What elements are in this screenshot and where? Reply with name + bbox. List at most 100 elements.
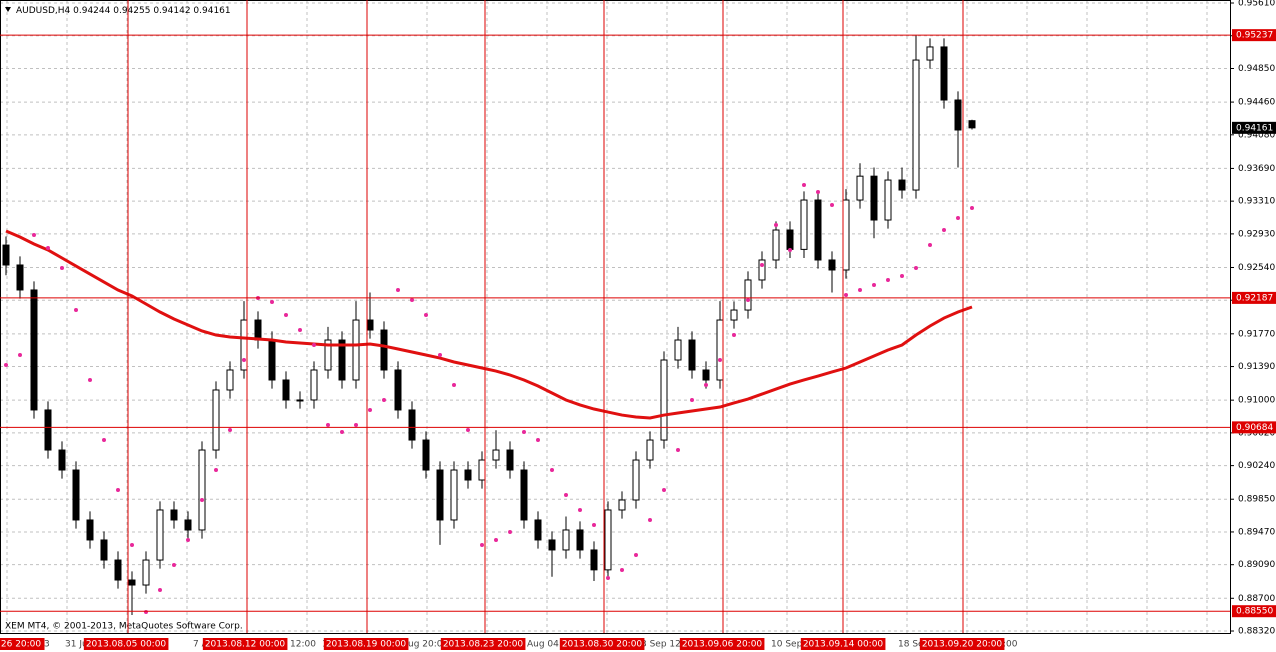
- v-line-label-box: [800, 638, 886, 650]
- sar-dot: [606, 576, 610, 581]
- y-tick-label: 0.93690: [1238, 164, 1275, 174]
- candle-body: [674, 339, 682, 361]
- sar-dot: [186, 537, 190, 542]
- sar-dot: [32, 233, 36, 238]
- y-tick-label: 0.92540: [1238, 263, 1275, 273]
- sar-dot: [228, 428, 232, 433]
- candle-body: [268, 339, 276, 381]
- candle-body: [688, 339, 696, 371]
- candle-body: [716, 319, 724, 381]
- candle-body: [310, 369, 318, 401]
- sar-dot: [172, 563, 176, 568]
- candle-body: [212, 389, 220, 451]
- menu-icon[interactable]: [5, 7, 11, 12]
- sar-dot: [158, 588, 162, 593]
- v-line-label: 2013.08.23 20:00: [443, 640, 524, 650]
- candle-body: [772, 229, 780, 261]
- candle-body: [562, 529, 570, 551]
- sar-dot: [522, 430, 526, 435]
- candle-body: [842, 199, 850, 271]
- candle-body: [254, 319, 262, 341]
- sar-dot: [326, 423, 330, 428]
- candle-body: [534, 519, 542, 541]
- sar-dot: [816, 190, 820, 195]
- h-line-label: 0.88550: [1236, 607, 1273, 617]
- y-tick-label: 0.94080: [1238, 130, 1275, 140]
- candle-body: [800, 199, 808, 250]
- sar-dot: [564, 492, 568, 497]
- sar-dot: [214, 468, 218, 473]
- x-tick-label: ug 20:00: [408, 640, 448, 650]
- sar-dot: [382, 397, 386, 402]
- y-tick-label: 0.95610: [1238, 0, 1275, 9]
- y-tick-label: 0.94850: [1238, 64, 1275, 74]
- sar-dot: [340, 430, 344, 435]
- candle-body: [646, 439, 654, 461]
- v-line-label-box: [679, 638, 765, 650]
- x-tick-label: 3 Sep 12:: [641, 640, 684, 650]
- x-tick-label: 12:00: [290, 640, 316, 650]
- sar-dot: [690, 397, 694, 402]
- candle-body: [968, 120, 976, 129]
- chart-header: AUDUSD,H4 0.94244 0.94255 0.94142 0.9416…: [16, 6, 231, 16]
- candle-body: [2, 244, 10, 266]
- candle-body: [926, 46, 934, 61]
- candle-body: [226, 369, 234, 391]
- sar-dot: [102, 438, 106, 443]
- candle-body: [604, 509, 612, 571]
- sar-dot: [46, 246, 50, 251]
- candle-body: [114, 559, 122, 581]
- sar-dot: [956, 216, 960, 221]
- sar-dot: [872, 282, 876, 287]
- sar-dot: [410, 298, 414, 303]
- sar-dot: [760, 262, 764, 267]
- sar-dot: [438, 353, 442, 358]
- v-line-label-box: [323, 638, 409, 650]
- last-low: 0.94142: [153, 6, 190, 16]
- candle-body: [548, 539, 556, 551]
- sar-dot: [970, 206, 974, 211]
- x-tick-label: 31 Ju: [65, 640, 88, 650]
- sar-dot: [704, 382, 708, 387]
- sar-dot: [928, 242, 932, 247]
- candle-body: [282, 379, 290, 401]
- sar-dot: [942, 228, 946, 233]
- sar-dot: [312, 343, 316, 348]
- sar-dot: [200, 497, 204, 502]
- symbol: AUDUSD,H4: [16, 6, 71, 16]
- sar-dot: [732, 333, 736, 338]
- sar-dot: [116, 487, 120, 492]
- y-tick-label: 0.90620: [1238, 428, 1275, 438]
- x-tick-label: 10 Sep: [771, 640, 803, 650]
- bid-label-box: [1232, 121, 1276, 134]
- sar-dot: [298, 328, 302, 333]
- candle-body: [422, 439, 430, 471]
- h-line-label: 0.92187: [1236, 293, 1273, 303]
- sar-dot: [284, 313, 288, 318]
- candle-body: [520, 469, 528, 521]
- candle-body: [324, 339, 332, 371]
- candle-body: [436, 469, 444, 521]
- candle-body: [58, 449, 66, 471]
- v-line-label: 2013.08.05 00:00: [86, 640, 167, 650]
- candle-body: [730, 309, 738, 321]
- candle-body: [394, 369, 402, 411]
- candle-body: [100, 539, 108, 561]
- sar-dot: [4, 363, 8, 368]
- y-tick-label: 0.91770: [1238, 329, 1275, 339]
- y-tick-label: 0.88700: [1238, 594, 1275, 604]
- v-line-label: 2013.09.06 20:00: [682, 640, 763, 650]
- h-line-label-box: [1232, 291, 1276, 304]
- candle-body: [744, 279, 752, 311]
- y-tick-label: 0.92930: [1238, 229, 1275, 239]
- candle-body: [128, 579, 136, 586]
- sar-dot: [424, 313, 428, 318]
- sar-dot: [676, 448, 680, 453]
- candle-body: [940, 46, 948, 101]
- bid-label: 0.94161: [1236, 123, 1273, 133]
- sar-dot: [830, 203, 834, 208]
- y-tick-label: 0.94460: [1238, 98, 1275, 108]
- x-tick-label: Aug 04:0: [527, 640, 568, 650]
